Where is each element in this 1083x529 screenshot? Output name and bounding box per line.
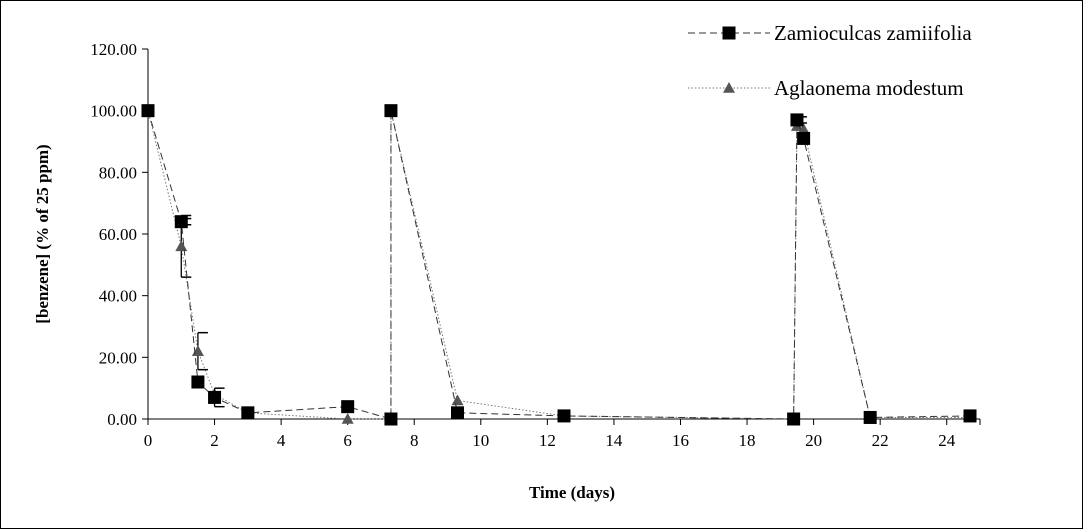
x-tick-label: 16 bbox=[672, 431, 689, 450]
data-point bbox=[191, 345, 204, 356]
data-point bbox=[863, 410, 877, 424]
data-point bbox=[241, 406, 255, 420]
data-point bbox=[208, 390, 222, 404]
data-point bbox=[175, 240, 188, 252]
legend-marker bbox=[722, 26, 736, 40]
data-point bbox=[191, 375, 205, 389]
x-tick-label: 12 bbox=[539, 431, 556, 450]
x-axis: 0 2 4 6 8 10 12 14 16 18 20 22 24 bbox=[144, 418, 981, 450]
data-point bbox=[341, 413, 354, 424]
data-point bbox=[787, 412, 801, 426]
series-line bbox=[147, 110, 971, 420]
y-axis: 0.00 20.00 40.00 60.00 80.00 100.00 120.00 bbox=[90, 40, 149, 429]
data-point bbox=[797, 131, 811, 145]
y-tick-label: 100.00 bbox=[90, 102, 137, 121]
x-tick-label: 24 bbox=[938, 431, 956, 450]
x-tick-label: 10 bbox=[472, 431, 489, 450]
x-tick-label: 8 bbox=[410, 431, 419, 450]
series-1 bbox=[141, 104, 977, 426]
x-tick-label: 18 bbox=[739, 431, 756, 450]
data-point bbox=[963, 409, 977, 423]
legend: Zamioculcas zamiifolia Aglaonema modestum bbox=[688, 21, 972, 100]
y-tick-label: 0.00 bbox=[107, 410, 137, 429]
data-point bbox=[384, 412, 398, 426]
x-axis-title: Time (days) bbox=[529, 483, 615, 502]
x-tick-label: 22 bbox=[872, 431, 889, 450]
x-tick-label: 0 bbox=[144, 431, 153, 450]
x-tick-label: 6 bbox=[343, 431, 352, 450]
data-point bbox=[790, 113, 804, 127]
series-layer bbox=[141, 104, 977, 426]
data-point bbox=[341, 400, 355, 414]
x-tick-label: 2 bbox=[210, 431, 219, 450]
data-point bbox=[451, 394, 464, 406]
data-point bbox=[174, 215, 188, 229]
y-tick-label: 60.00 bbox=[99, 225, 137, 244]
data-point bbox=[557, 409, 571, 423]
series-2 bbox=[142, 104, 977, 424]
x-tick-label: 14 bbox=[605, 431, 623, 450]
data-point bbox=[384, 104, 398, 118]
legend-label: Zamioculcas zamiifolia bbox=[774, 21, 972, 45]
legend-marker bbox=[723, 82, 735, 93]
y-tick-label: 40.00 bbox=[99, 287, 137, 306]
y-axis-title: [benzene] (% of 25 ppm) bbox=[33, 144, 52, 323]
data-point bbox=[141, 104, 155, 118]
y-tick-label: 120.00 bbox=[90, 40, 137, 59]
data-point bbox=[797, 123, 810, 134]
series-line bbox=[147, 110, 971, 420]
data-point bbox=[451, 406, 465, 420]
x-tick-label: 20 bbox=[805, 431, 822, 450]
y-tick-label: 80.00 bbox=[99, 163, 137, 182]
x-tick-label: 4 bbox=[277, 431, 286, 450]
y-tick-label: 20.00 bbox=[99, 348, 137, 367]
legend-label: Aglaonema modestum bbox=[774, 76, 964, 100]
